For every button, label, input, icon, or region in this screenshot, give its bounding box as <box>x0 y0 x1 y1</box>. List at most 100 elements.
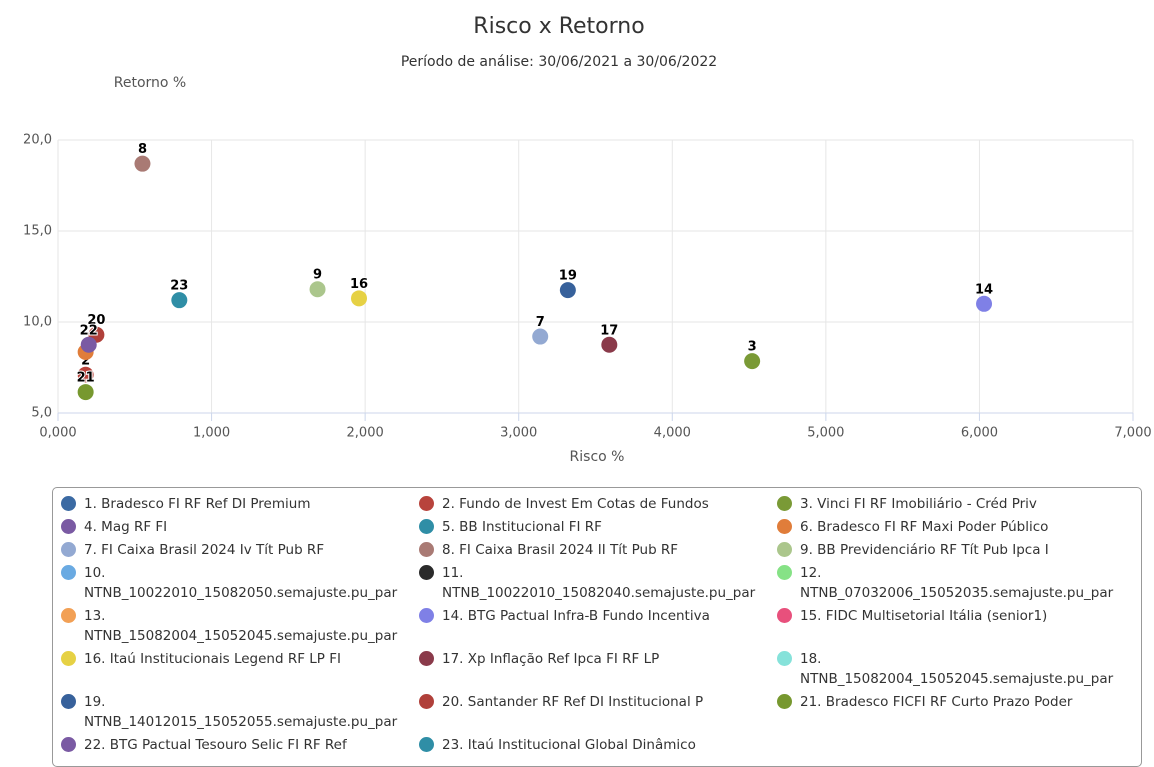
legend-item[interactable]: 23. Itaú Institucional Global Dinâmico <box>419 735 777 755</box>
legend-label: 5. BB Institucional FI RF <box>442 519 602 535</box>
legend-label: 8. FI Caixa Brasil 2024 II Tít Pub RF <box>442 542 679 558</box>
chart-title: Risco x Retorno <box>473 14 644 39</box>
legend-marker <box>419 565 434 580</box>
legend-item[interactable]: 20. Santander RF Ref DI Institucional P <box>419 692 777 732</box>
y-tick-label: 10,0 <box>23 315 52 330</box>
point <box>80 336 97 353</box>
legend-item[interactable]: 3. Vinci FI RF Imobiliário - Créd Priv <box>777 494 1135 514</box>
legend-item[interactable]: 11. NTNB_10022010_15082040.semajuste.pu_… <box>419 563 777 603</box>
x-tick-label: 2,000 <box>347 426 384 441</box>
y-axis-label: Retorno % <box>114 75 186 91</box>
legend-marker <box>419 737 434 752</box>
legend-item[interactable]: 15. FIDC Multisetorial Itália (senior1) <box>777 606 1135 646</box>
legend-item[interactable]: 8. FI Caixa Brasil 2024 II Tít Pub RF <box>419 540 777 560</box>
point-label: 23 <box>170 279 188 294</box>
y-tick-label: 20,0 <box>23 133 52 148</box>
legend-marker <box>61 651 76 666</box>
point <box>532 328 549 345</box>
x-tick-label: 7,000 <box>1114 426 1151 441</box>
legend-marker <box>777 496 792 511</box>
legend-item[interactable]: 19. NTNB_14012015_15052055.semajuste.pu_… <box>61 692 419 732</box>
legend-label: 16. Itaú Institucionais Legend RF LP FI <box>84 651 341 667</box>
legend-marker <box>61 608 76 623</box>
legend-marker <box>61 737 76 752</box>
legend-item[interactable]: 14. BTG Pactual Infra-B Fundo Incentiva <box>419 606 777 646</box>
legend-marker <box>61 694 76 709</box>
point-label: 17 <box>600 323 618 338</box>
legend-marker <box>419 542 434 557</box>
legend-label: 20. Santander RF Ref DI Institucional P <box>442 694 704 710</box>
legend-marker <box>419 519 434 534</box>
point-label: 2 <box>81 353 90 368</box>
legend-label: 9. BB Previdenciário RF Tít Pub Ipca I <box>800 542 1049 558</box>
point <box>601 336 618 353</box>
legend-item[interactable]: 22. BTG Pactual Tesouro Selic FI RF Ref <box>61 735 419 755</box>
x-tick-label: 5,000 <box>807 426 844 441</box>
point <box>171 292 188 309</box>
x-tick-label: 4,000 <box>654 426 691 441</box>
legend-label: 13. NTNB_15082004_15052045.semajuste.pu_… <box>84 608 398 644</box>
legend-label: 12. NTNB_07032006_15052035.semajuste.pu_… <box>800 565 1114 601</box>
point-label: 7 <box>536 315 545 330</box>
legend-label: 17. Xp Inflação Ref Ipca FI RF LP <box>442 651 660 667</box>
x-axis-label: Risco % <box>570 449 625 465</box>
point <box>559 282 576 299</box>
legend-item[interactable]: 16. Itaú Institucionais Legend RF LP FI <box>61 649 419 689</box>
legend-item[interactable]: 12. NTNB_07032006_15052035.semajuste.pu_… <box>777 563 1135 603</box>
point <box>976 295 993 312</box>
y-tick-label: 5,0 <box>31 406 52 421</box>
legend-item[interactable]: 10. NTNB_10022010_15082050.semajuste.pu_… <box>61 563 419 603</box>
legend-item[interactable]: 4. Mag RF FI <box>61 517 419 537</box>
legend-marker <box>777 542 792 557</box>
legend: 1. Bradesco FI RF Ref DI Premium 2. Fundo… <box>52 487 1142 767</box>
legend-marker <box>777 651 792 666</box>
point <box>351 290 367 307</box>
legend-label: 14. BTG Pactual Infra-B Fundo Incentiva <box>442 608 710 624</box>
point-label: 9 <box>313 268 322 283</box>
legend-label: 4. Mag RF FI <box>84 519 168 535</box>
legend-marker <box>61 565 76 580</box>
legend-item[interactable]: 21. Bradesco FICFI RF Curto Prazo Poder <box>777 692 1135 732</box>
point-label: 19 <box>559 269 577 284</box>
legend-marker <box>777 565 792 580</box>
legend-marker <box>61 542 76 557</box>
legend-marker <box>419 694 434 709</box>
legend-marker <box>777 519 792 534</box>
legend-label: 19. NTNB_14012015_15052055.semajuste.pu_… <box>84 694 398 730</box>
legend-item[interactable]: 5. BB Institucional FI RF <box>419 517 777 537</box>
legend-marker <box>61 519 76 534</box>
legend-item[interactable]: 13. NTNB_15082004_15052045.semajuste.pu_… <box>61 606 419 646</box>
legend-item[interactable]: 17. Xp Inflação Ref Ipca FI RF LP <box>419 649 777 689</box>
legend-label: 18. NTNB_15082004_15052045.semajuste.pu_… <box>800 651 1114 687</box>
point-label: 22 <box>80 323 98 338</box>
legend-item[interactable]: 1. Bradesco FI RF Ref DI Premium <box>61 494 419 514</box>
point <box>744 353 761 370</box>
point-label: 3 <box>748 340 757 355</box>
legend-item[interactable]: 2. Fundo de Invest Em Cotas de Fundos <box>419 494 777 514</box>
legend-label: 21. Bradesco FICFI RF Curto Prazo Poder <box>800 694 1073 710</box>
legend-label: 10. NTNB_10022010_15082050.semajuste.pu_… <box>84 565 398 601</box>
legend-item[interactable]: 18. NTNB_15082004_15052045.semajuste.pu_… <box>777 649 1135 689</box>
legend-marker <box>419 608 434 623</box>
legend-label: 1. Bradesco FI RF Ref DI Premium <box>84 496 311 512</box>
legend-label: 7. FI Caixa Brasil 2024 Iv Tít Pub RF <box>84 542 325 558</box>
legend-marker <box>419 496 434 511</box>
point-label: 14 <box>975 282 993 297</box>
point-label: 16 <box>350 277 368 292</box>
point <box>77 366 94 383</box>
x-tick-label: 0,000 <box>39 426 76 441</box>
point <box>134 155 151 172</box>
chart-subtitle: Período de análise: 30/06/2021 a 30/06/2… <box>401 54 717 70</box>
x-tick-label: 1,000 <box>193 426 230 441</box>
legend-marker <box>61 496 76 511</box>
legend-item[interactable]: 9. BB Previdenciário RF Tít Pub Ipca I <box>777 540 1135 560</box>
x-tick-label: 3,000 <box>500 426 537 441</box>
legend-marker <box>419 651 434 666</box>
legend-marker <box>777 694 792 709</box>
legend-label: 2. Fundo de Invest Em Cotas de Fundos <box>442 496 709 512</box>
legend-item[interactable]: 7. FI Caixa Brasil 2024 Iv Tít Pub RF <box>61 540 419 560</box>
legend-item[interactable]: 6. Bradesco FI RF Maxi Poder Público <box>777 517 1135 537</box>
point <box>309 281 326 298</box>
point-label: 20 <box>87 313 105 328</box>
